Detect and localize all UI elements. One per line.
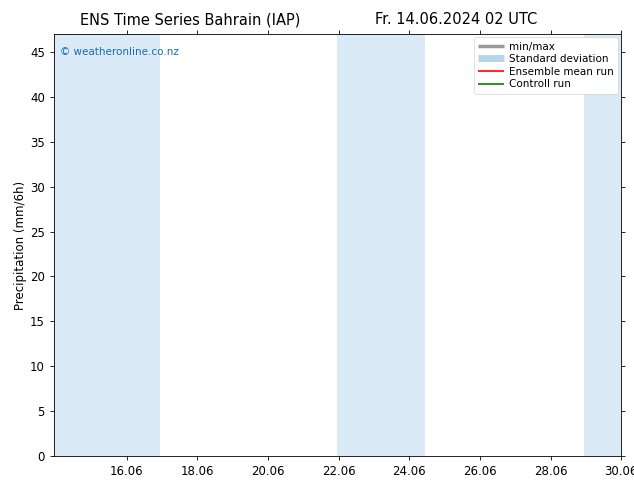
Bar [337,34,425,456]
Bar [584,34,621,456]
Legend: min/max, Standard deviation, Ensemble mean run, Controll run: min/max, Standard deviation, Ensemble me… [474,37,618,94]
Text: Fr. 14.06.2024 02 UTC: Fr. 14.06.2024 02 UTC [375,12,538,27]
Text: © weatheronline.co.nz: © weatheronline.co.nz [60,47,178,57]
Y-axis label: Precipitation (mm/6h): Precipitation (mm/6h) [14,180,27,310]
Text: ENS Time Series Bahrain (IAP): ENS Time Series Bahrain (IAP) [80,12,301,27]
Bar [54,34,160,456]
